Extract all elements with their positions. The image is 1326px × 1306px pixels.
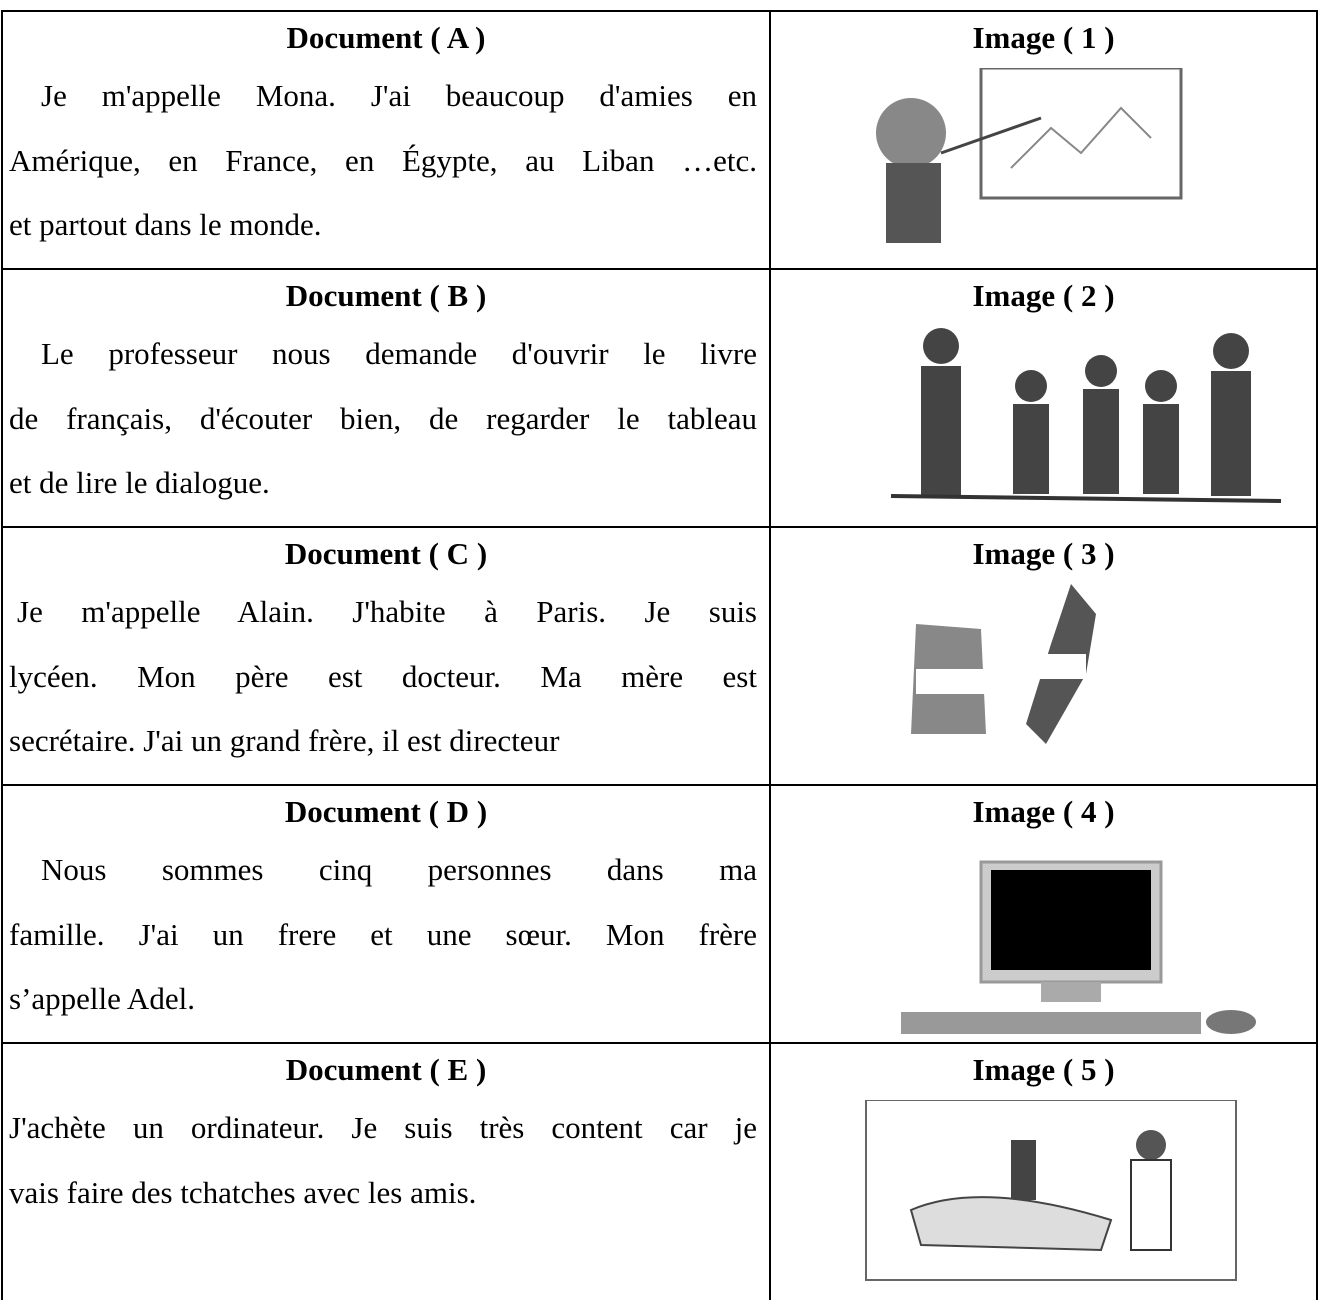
document-text-line: vais faire des tchatches avec les amis. bbox=[9, 1174, 477, 1210]
table-row: Document ( D ) Nous sommes cinq personnes… bbox=[1, 784, 1318, 1042]
document-text-line: famille. J'ai un frere et une sœur. Mon … bbox=[9, 916, 757, 952]
document-title: Document ( A ) bbox=[286, 20, 486, 55]
document-text-line: secrétaire. J'ai un grand frère, il est … bbox=[9, 723, 560, 758]
table-row: Document ( B ) Le professeur nous demande… bbox=[1, 268, 1318, 526]
document-text-line: de français, d'écouter bien, de regarder… bbox=[9, 400, 757, 436]
image-title: Image ( 4 ) bbox=[972, 794, 1115, 829]
image-cell: Image ( 2 ) bbox=[769, 270, 1318, 526]
document-text-line: et partout dans le monde. bbox=[9, 207, 322, 242]
document-title: Document ( B ) bbox=[285, 278, 487, 313]
image-cell: Image ( 5 ) bbox=[769, 1044, 1318, 1300]
document-cell: Document ( C ) Je m'appelle Alain. J'habi… bbox=[1, 528, 769, 784]
document-cell: Document ( D ) Nous sommes cinq personnes… bbox=[1, 786, 769, 1042]
table-row: Document ( A ) Je m'appelle Mona. J'ai be… bbox=[1, 10, 1318, 268]
image-cell: Image ( 4 ) bbox=[769, 786, 1318, 1042]
document-text-line: Nous sommes cinq personnes dans ma bbox=[41, 852, 757, 887]
illustration bbox=[876, 68, 1183, 243]
table-row: Document ( C ) Je m'appelle Alain. J'habi… bbox=[1, 526, 1318, 784]
document-text-line: et de lire le dialogue. bbox=[9, 465, 270, 500]
document-title: Document ( D ) bbox=[284, 794, 488, 829]
image-title: Image ( 1 ) bbox=[972, 20, 1115, 55]
document-text-line: s’appelle Adel. bbox=[9, 981, 195, 1016]
document-text-line: J'achète un ordinateur. Je suis très con… bbox=[9, 1110, 757, 1145]
document-cell: Document ( A ) Je m'appelle Mona. J'ai be… bbox=[1, 12, 769, 268]
image-title: Image ( 2 ) bbox=[972, 278, 1115, 313]
image-cell: Image ( 3 ) bbox=[769, 528, 1318, 784]
document-cell: Document ( E ) J'achète un ordinateur. Je… bbox=[1, 1044, 769, 1300]
image-title: Image ( 3 ) bbox=[972, 536, 1115, 571]
document-cell: Document ( B ) Le professeur nous demande… bbox=[1, 270, 769, 526]
document-title: Document ( C ) bbox=[284, 536, 488, 571]
illustration bbox=[890, 328, 1282, 503]
document-title: Document ( E ) bbox=[285, 1052, 487, 1087]
document-text-line: Je m'appelle Mona. J'ai beaucoup d'amies… bbox=[41, 78, 757, 113]
illustration bbox=[865, 1100, 1237, 1281]
illustration bbox=[911, 584, 1096, 744]
document-text-line: Amérique, en France, en Égypte, au Liban… bbox=[9, 142, 757, 178]
table-row: Document ( E ) J'achète un ordinateur. Je… bbox=[1, 1042, 1318, 1300]
document-text-line: Le professeur nous demande d'ouvrir le l… bbox=[41, 336, 757, 371]
document-text-line: Je m'appelle Alain. J'habite à Paris. Je… bbox=[17, 594, 757, 629]
image-title: Image ( 5 ) bbox=[972, 1052, 1115, 1087]
image-cell: Image ( 1 ) bbox=[769, 12, 1318, 268]
document-table: Document ( A ) Je m'appelle Mona. J'ai be… bbox=[1, 10, 1318, 1306]
document-text-line: lycéen. Mon père est docteur. Ma mère es… bbox=[9, 658, 757, 694]
illustration bbox=[901, 860, 1256, 1034]
